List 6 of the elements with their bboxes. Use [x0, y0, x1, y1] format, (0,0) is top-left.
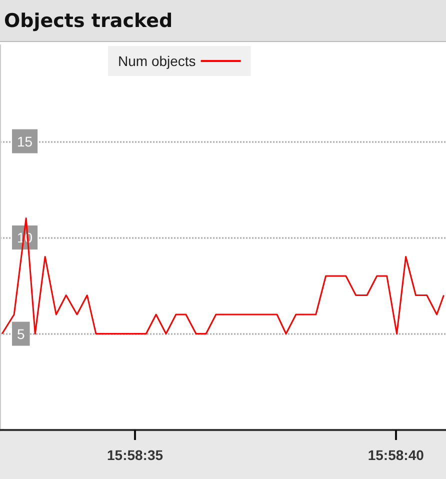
legend-label: Num objects	[118, 53, 196, 69]
x-tick-label: 15:58:40	[368, 447, 424, 463]
chart-title: Objects tracked	[0, 0, 446, 42]
y-tick-label: 15	[17, 133, 33, 150]
y-tick-label: 5	[17, 326, 25, 342]
x-tick-label: 15:58:35	[106, 447, 164, 463]
